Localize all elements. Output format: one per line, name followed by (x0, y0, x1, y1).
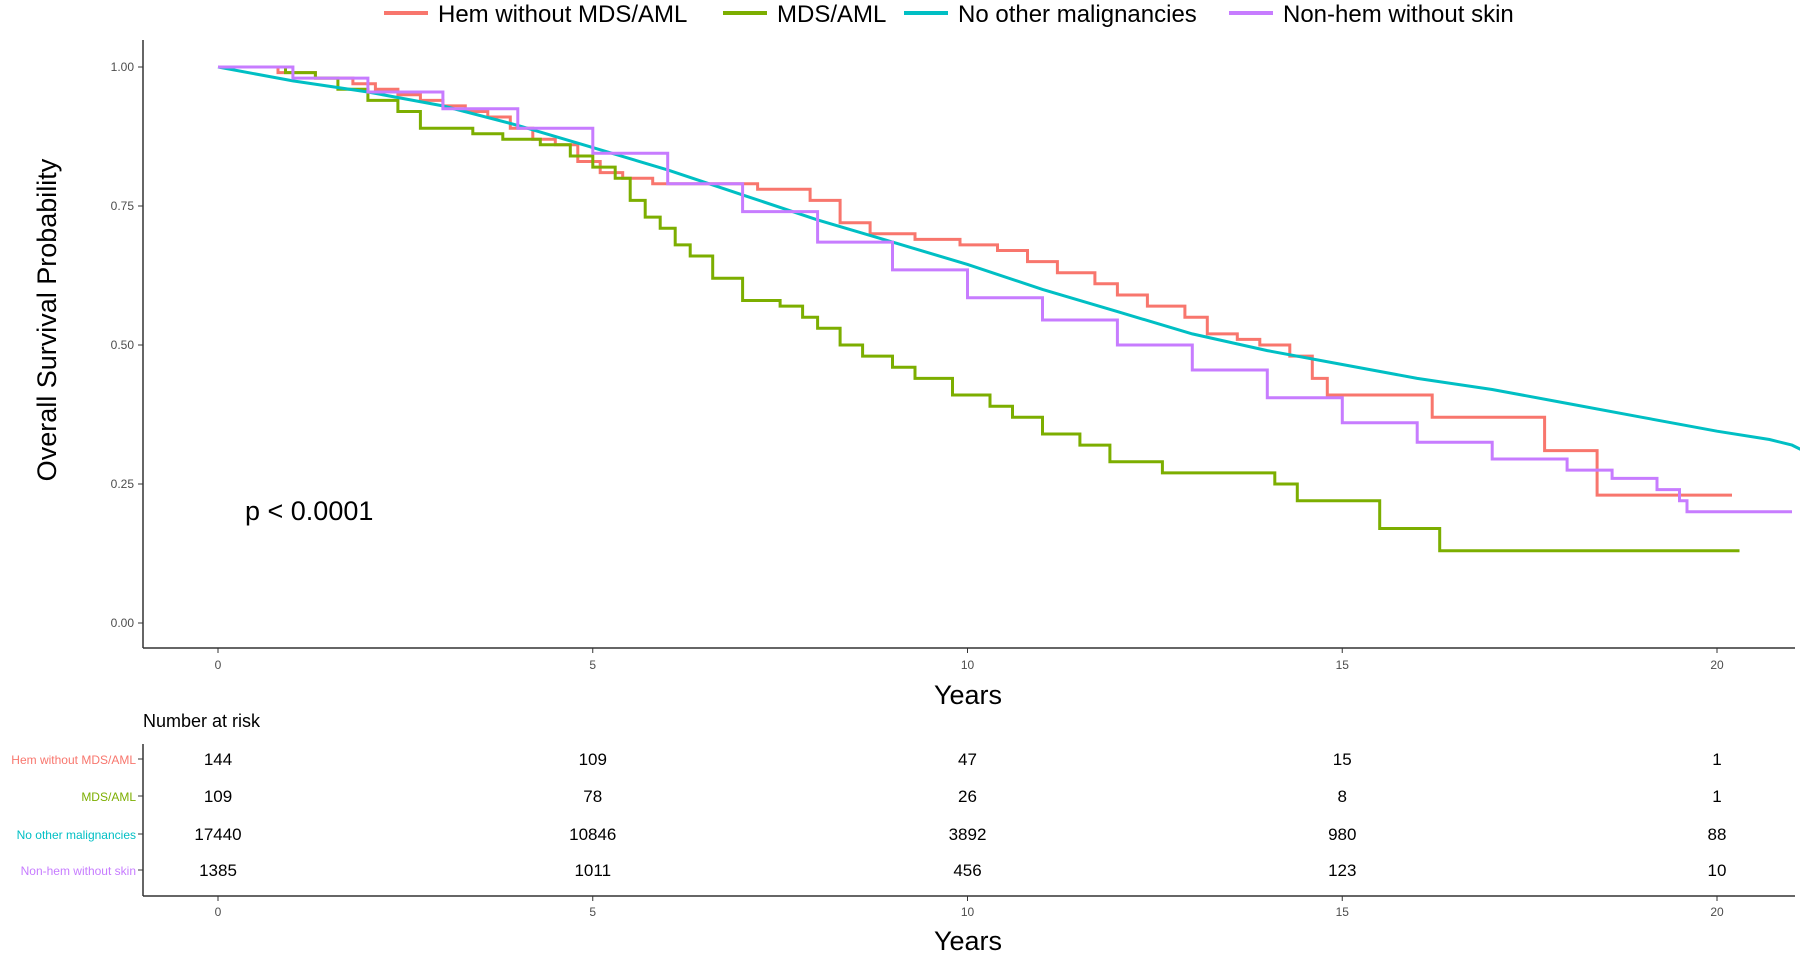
risk-cell: 1011 (574, 861, 611, 880)
legend-label: Hem without MDS/AML (438, 1, 687, 28)
risk-cell: 144 (204, 750, 232, 769)
risk-cell: 1 (1712, 787, 1721, 806)
survival-curve-2 (217, 65, 1800, 451)
risk-cell: 8 (1338, 787, 1347, 806)
x-tick-label: 15 (1336, 658, 1350, 672)
risk-cell: 78 (583, 787, 602, 806)
legend-label: No other malignancies (958, 1, 1197, 28)
y-axis-title: Overall Survival Probability (32, 158, 62, 481)
risk-cell: 980 (1328, 825, 1356, 844)
risk-x-tick-label: 0 (215, 905, 222, 919)
y-tick-label: 0.75 (111, 199, 135, 213)
risk-cell: 88 (1708, 825, 1727, 844)
risk-row-label: Non-hem without skin (21, 864, 136, 878)
risk-cell: 26 (958, 787, 977, 806)
survival-curve-0 (218, 65, 1732, 497)
risk-row-label: No other malignancies (17, 828, 136, 842)
risk-x-tick-label: 15 (1336, 905, 1350, 919)
risk-x-tick-label: 20 (1710, 905, 1724, 919)
x-tick-label: 20 (1710, 658, 1724, 672)
risk-cell: 109 (579, 750, 607, 769)
risk-x-tick-label: 5 (589, 905, 596, 919)
risk-cell: 3892 (949, 825, 987, 844)
risk-cell: 1 (1712, 750, 1721, 769)
survival-curve-3 (218, 65, 1792, 514)
legend-label: Non-hem without skin (1283, 1, 1514, 28)
risk-x-tick-label: 10 (961, 905, 975, 919)
legend-label: MDS/AML (777, 1, 886, 28)
risk-cell: 123 (1328, 861, 1356, 880)
risk-cell: 109 (204, 787, 232, 806)
risk-cell: 456 (953, 861, 981, 880)
risk-cell: 1385 (199, 861, 237, 880)
risk-cell: 47 (958, 750, 977, 769)
y-tick-label: 0.25 (111, 477, 135, 491)
y-tick-label: 0.50 (111, 338, 135, 352)
x-tick-label: 5 (589, 658, 596, 672)
risk-row-label: Hem without MDS/AML (11, 753, 136, 767)
survival-curve-1 (218, 65, 1740, 553)
risk-cell: 15 (1333, 750, 1352, 769)
risk-row-label: MDS/AML (81, 790, 136, 804)
x-tick-label: 0 (215, 658, 222, 672)
risk-x-axis-title: Years (934, 926, 1002, 955)
x-tick-label: 10 (961, 658, 975, 672)
x-axis-title: Years (934, 680, 1002, 710)
risk-cell: 17440 (194, 825, 241, 844)
risk-cell: 10 (1708, 861, 1727, 880)
risk-cell: 10846 (569, 825, 616, 844)
risk-table-title: Number at risk (143, 711, 261, 731)
y-tick-label: 1.00 (111, 60, 135, 74)
y-tick-label: 0.00 (111, 616, 135, 630)
p-value-annotation: p < 0.0001 (245, 496, 373, 526)
